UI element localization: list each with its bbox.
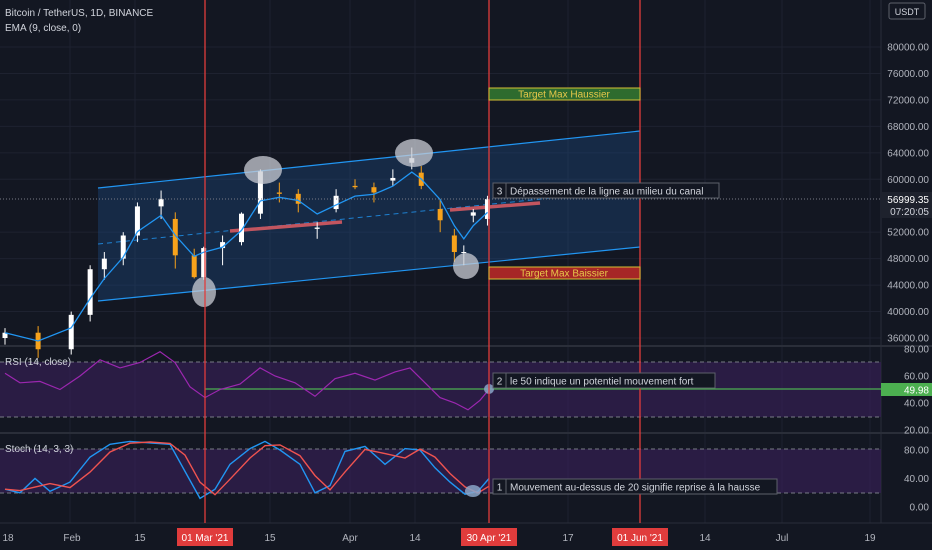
rsi-value-badge	[881, 383, 932, 396]
candle-body	[484, 199, 490, 219]
candle-body	[134, 206, 140, 236]
candle-body	[201, 248, 207, 278]
y-axis-ticks: 80000.00 76000.00 72000.00 68000.00 64000.00…	[887, 43, 929, 514]
rsi-tick-label: 60.00	[904, 372, 929, 383]
candle-body	[257, 171, 263, 214]
y-tick-label: 36000.00	[887, 334, 929, 345]
note-2-box	[492, 372, 716, 389]
rsi-line	[4, 350, 490, 411]
stoch-tick-label: 40.00	[904, 474, 929, 485]
ema-line	[4, 171, 488, 342]
y-tick-label: 60000.00	[887, 175, 929, 186]
rsi-current-value: 49.98	[904, 386, 929, 397]
x-highlight-badge	[177, 528, 233, 546]
highlight-ellipse	[453, 253, 479, 279]
y-tick-label: 48000.00	[887, 254, 929, 265]
rsi-tick-label: 40.00	[904, 399, 929, 410]
stoch-k-line	[4, 440, 490, 500]
x-tick-label: Feb	[63, 533, 81, 544]
highlight-ellipse	[395, 139, 433, 167]
note-3-number: 3	[497, 187, 503, 198]
note-2-text: le 50 indique un potentiel mouvement for…	[510, 377, 694, 388]
x-highlight-label: 01 Mar '21	[182, 533, 229, 544]
current-price-badge	[881, 192, 932, 218]
candle-body	[333, 195, 339, 210]
candle-body	[451, 235, 457, 253]
ema-legend: EMA (9, close, 0)	[5, 23, 81, 34]
note-1-number: 1	[497, 483, 503, 494]
candle-body	[158, 199, 164, 207]
candle-body	[470, 212, 476, 216]
stoch-tick-label: 0.00	[910, 503, 930, 514]
stoch-legend: Stoch (14, 3, 3)	[5, 444, 73, 455]
channel-lower-line	[97, 246, 641, 302]
rsi-tick-label: 20.00	[904, 426, 929, 437]
note-2-number: 2	[497, 377, 503, 388]
x-axis: 18 Feb 15 15 Apr 14 17 14 Jul 19 01 Mar '21 30 Apr …	[2, 528, 876, 546]
y-tick-label: 72000.00	[887, 95, 929, 106]
currency-badge[interactable]	[888, 2, 926, 20]
x-highlight-badge	[461, 528, 517, 546]
x-tick-label: 14	[699, 533, 711, 544]
candle-body	[120, 235, 126, 259]
symbol-legend: Bitcoin / TetherUS, 1D, BINANCE	[5, 8, 154, 19]
currency-label: USDT	[895, 7, 920, 17]
stoch-marker	[465, 485, 481, 497]
target-max-up-label: Target Max Haussier	[518, 90, 610, 101]
current-price-value: 56999.35	[887, 195, 929, 206]
candle-body	[314, 227, 320, 229]
channel-upper-line	[97, 130, 641, 189]
candle-body	[101, 258, 107, 270]
candle-body	[437, 209, 443, 221]
target-max-down-label: Target Max Baissier	[520, 269, 608, 280]
x-tick-label: 15	[264, 533, 276, 544]
x-tick-label: 18	[2, 533, 14, 544]
pink-line-left	[229, 220, 343, 233]
candle-body	[371, 187, 377, 193]
highlight-ellipse	[244, 156, 282, 184]
highlight-ellipse	[192, 277, 216, 307]
countdown-value: 07:20:05	[890, 207, 929, 218]
candle-body	[461, 252, 467, 254]
x-tick-label: Apr	[342, 533, 358, 544]
y-tick-label: 80000.00	[887, 43, 929, 54]
stoch-d-line	[4, 441, 490, 496]
candle-body	[239, 213, 244, 243]
candle-body	[191, 255, 197, 278]
target-max-up-box	[488, 87, 641, 101]
note-1-text: Mouvement au-dessus de 20 signifie repri…	[510, 483, 761, 494]
candle-body	[390, 177, 396, 181]
y-tick-label: 64000.00	[887, 148, 929, 159]
x-tick-label: 15	[134, 533, 146, 544]
rsi-tick-label: 80.00	[904, 345, 929, 356]
y-tick-label: 76000.00	[887, 69, 929, 80]
note-3-box	[492, 182, 720, 199]
x-tick-label: 19	[864, 533, 876, 544]
candle-body	[295, 193, 301, 204]
x-highlight-label: 01 Jun '21	[617, 533, 663, 544]
x-tick-label: Jul	[776, 533, 789, 544]
y-tick-label: 40000.00	[887, 307, 929, 318]
x-tick-label: 14	[409, 533, 421, 544]
y-tick-label: 52000.00	[887, 228, 929, 239]
x-highlight-badge	[612, 528, 668, 546]
target-max-down-box	[488, 266, 641, 280]
note-1-box	[492, 478, 778, 495]
y-tick-label: 44000.00	[887, 281, 929, 292]
candle-body	[220, 242, 226, 249]
pink-line-right	[449, 201, 541, 212]
candle-body	[87, 269, 93, 315]
note-3-text: Dépassement de la ligne au milieu du can…	[510, 187, 703, 198]
stoch-tick-label: 80.00	[904, 446, 929, 457]
candle-body	[68, 314, 74, 350]
candle-body	[352, 185, 358, 188]
y-tick-label: 68000.00	[887, 122, 929, 133]
candle-body	[2, 332, 8, 338]
x-highlight-label: 30 Apr '21	[467, 533, 512, 544]
rsi-legend: RSI (14, close)	[5, 357, 71, 368]
candle-body	[172, 218, 178, 256]
x-tick-label: 17	[562, 533, 574, 544]
candle-body	[276, 192, 282, 194]
